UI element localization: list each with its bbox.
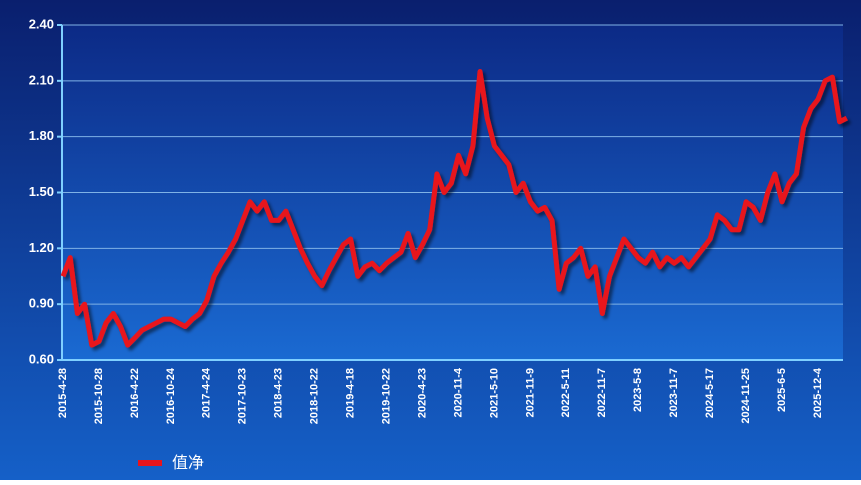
x-tick-label: 2018-4-23 [273,368,285,418]
x-tick-label: 2019-10-22 [380,368,392,424]
x-tick-label: 2015-4-28 [57,368,69,418]
y-tick-label: 1.80 [29,128,54,143]
x-tick-label: 2021-5-10 [488,368,500,418]
x-tick-label: 2024-5-17 [704,368,716,418]
x-tick-label: 2022-11-7 [596,368,608,418]
y-tick-label: 0.90 [29,296,54,311]
x-tick-label: 2023-5-8 [632,368,644,412]
x-tick-label: 2017-4-24 [201,367,213,418]
x-tick-label: 2015-10-28 [93,368,105,424]
x-tick-label: 2022-5-11 [560,368,572,418]
x-tick-label: 2023-11-7 [668,368,680,418]
y-tick-label: 2.40 [29,16,54,31]
x-tick-label: 2025-12-4 [812,367,824,418]
y-tick-label: 0.60 [29,351,54,366]
x-tick-label: 2016-10-24 [165,367,177,424]
y-tick-label: 1.20 [29,240,54,255]
y-tick-label: 2.10 [29,72,54,87]
x-tick-label: 2020-4-23 [416,368,428,418]
x-tick-label: 2018-10-22 [309,368,321,424]
x-tick-label: 2024-11-25 [740,368,752,424]
y-tick-label: 1.50 [29,184,54,199]
legend-label: 值净 [172,454,204,472]
x-tick-label: 2019-4-18 [345,368,357,418]
x-tick-label: 2020-11-4 [452,367,464,417]
x-tick-label: 2016-4-22 [129,368,141,418]
series-line [60,69,848,348]
x-tick-label: 2021-11-9 [524,368,536,418]
x-tick-label: 2025-6-5 [776,368,788,412]
x-tick-label: 2017-10-23 [237,368,249,424]
